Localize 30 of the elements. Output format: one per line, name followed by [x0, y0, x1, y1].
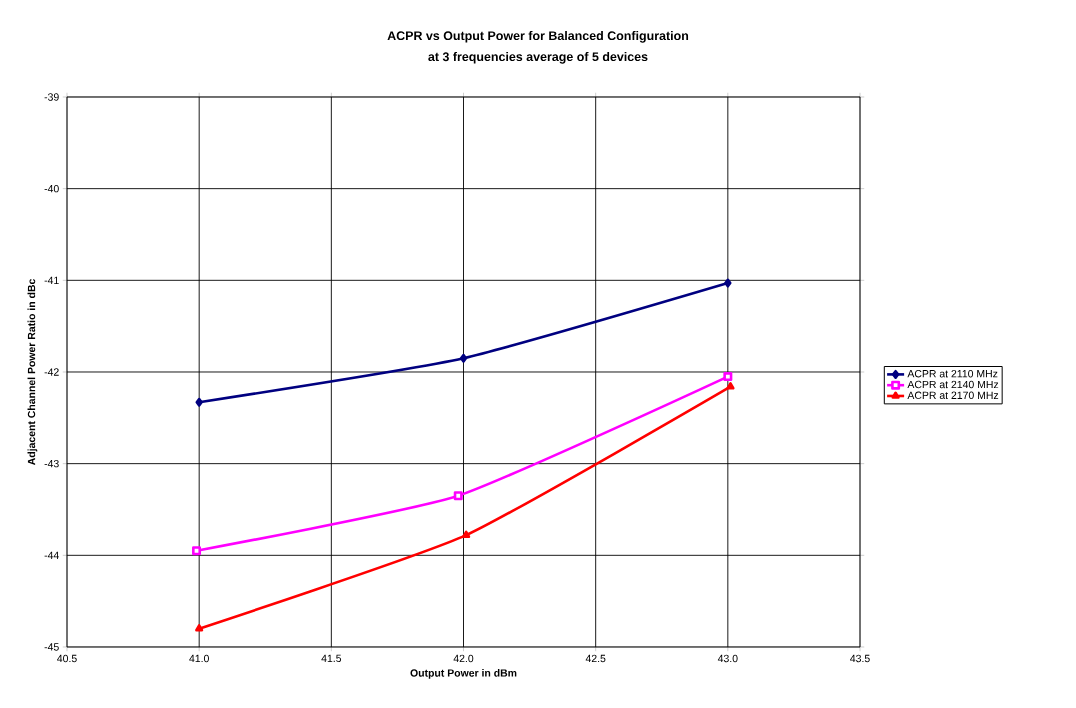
x-tick-label: 43.0 — [717, 654, 738, 663]
x-tick-label: 42.0 — [453, 654, 474, 663]
x-tick-label: 41.5 — [321, 654, 342, 663]
legend-label: ACPR at 2170 MHz — [907, 391, 999, 399]
chart-subtitle: at 3 frequencies average of 5 devices — [428, 51, 648, 64]
x-tick-label: 43.5 — [850, 654, 870, 663]
chart-title: ACPR vs Output Power for Balanced Configuration — [387, 30, 689, 43]
x-tick-label: 41.0 — [189, 654, 209, 663]
x-tick-label: 40.5 — [57, 654, 77, 663]
y-tick-label: -40 — [44, 184, 59, 193]
x-axis-title: Output Power in dBm — [410, 669, 517, 679]
point — [453, 491, 463, 501]
point — [462, 530, 471, 539]
point — [195, 624, 204, 632]
point — [723, 372, 733, 382]
y-tick-label: -39 — [44, 93, 59, 101]
y-tick-label: -45 — [44, 643, 59, 651]
point — [726, 382, 735, 390]
point — [459, 353, 468, 363]
legend-label: ACPR at 2140 MHz — [907, 380, 999, 389]
y-tick-label: -42 — [44, 368, 59, 376]
x-tick-label: 42.5 — [585, 654, 606, 663]
y-axis-title: Adjacent Channel Power Ratio in dBc — [27, 279, 38, 466]
y-tick-label: -44 — [44, 551, 59, 559]
y-tick-label: -43 — [44, 459, 59, 468]
point — [195, 397, 203, 407]
point — [724, 278, 732, 288]
point — [192, 546, 202, 556]
y-tick-label: -41 — [44, 276, 59, 284]
legend-label: ACPR at 2110 MHz — [907, 370, 998, 378]
